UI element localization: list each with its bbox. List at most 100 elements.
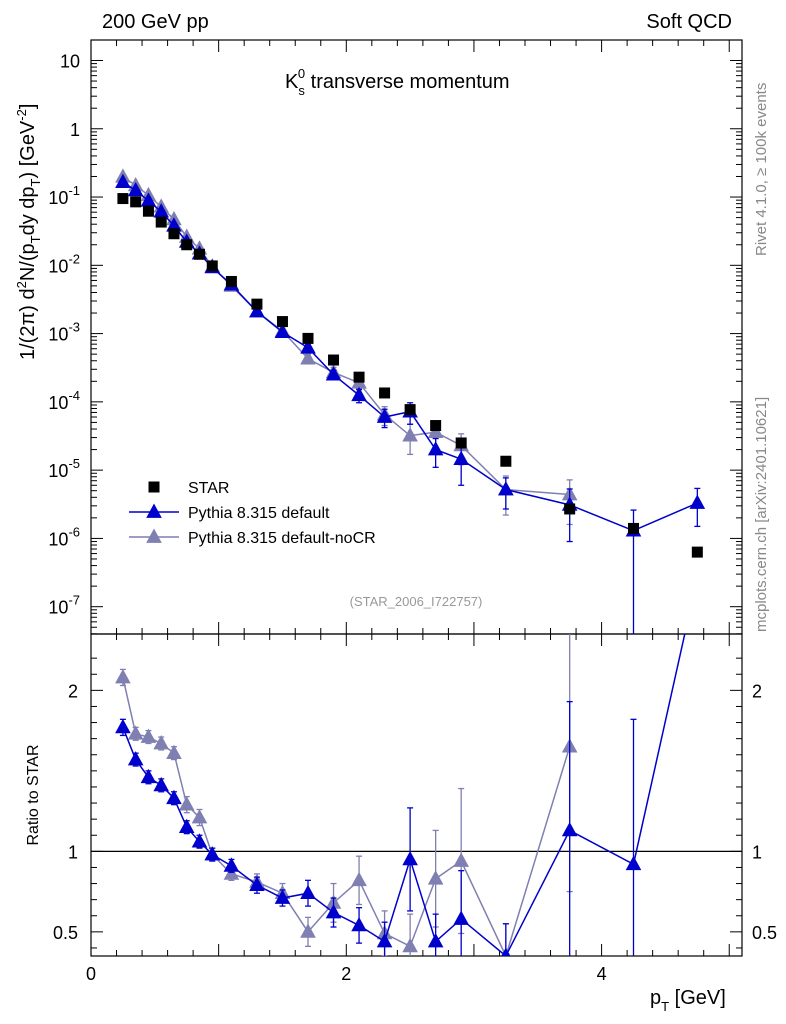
ratio-y-tick-label-right: 0.5 xyxy=(752,923,777,943)
y-tick-label: 10-4 xyxy=(48,388,80,413)
main-star-point xyxy=(225,275,237,287)
ratio-default-point xyxy=(115,718,131,734)
data-layer xyxy=(115,168,706,956)
main-nocr-point xyxy=(402,427,418,442)
main-star-group xyxy=(117,193,703,558)
ratio-default-point xyxy=(223,857,240,872)
main-default-point xyxy=(115,173,131,189)
side-version-label: Rivet 4.1.0, ≥ 100k events xyxy=(753,83,770,256)
ratio-default-point xyxy=(351,916,367,932)
main-default-point xyxy=(274,323,291,338)
ratio-nocr-point xyxy=(351,871,367,887)
ratio-default-point xyxy=(561,821,578,837)
main-default-point xyxy=(140,192,157,207)
main-star-point xyxy=(142,205,154,217)
ratio-frame xyxy=(90,633,743,957)
ratio-default-group xyxy=(115,634,686,956)
ratio-nocr-point xyxy=(402,937,418,953)
frames: 10 1 10-1 10-2 10-3 10-4 10-5 10-6 10-7 0 2 4 0.5 0.5… xyxy=(48,39,777,984)
ratio-nocr-group xyxy=(115,634,578,956)
ratio-nocr-point xyxy=(300,923,316,938)
legend-marker xyxy=(146,503,162,518)
main-star-point xyxy=(117,193,129,205)
legend-marker xyxy=(146,528,162,543)
main-nocr-line xyxy=(122,176,570,496)
ratio-default-point xyxy=(625,855,642,871)
main-star-point xyxy=(155,216,167,228)
x-tick-label: 4 xyxy=(597,964,607,984)
legend-label: Pythia 8.315 default xyxy=(188,505,330,522)
ratio-y-axis-label: Ratio to STAR xyxy=(25,744,42,845)
main-star-point xyxy=(251,298,263,310)
ratio-default-line xyxy=(122,634,686,956)
legend: STAR Pythia 8.315 default Pythia 8.315 def… xyxy=(129,480,376,547)
main-default-point xyxy=(127,181,144,197)
header-left: 200 GeV pp xyxy=(102,11,209,33)
ratio-default-point xyxy=(300,884,316,900)
main-star-point xyxy=(500,455,512,467)
legend-label: Pythia 8.315 default-noCR xyxy=(188,530,376,547)
ratio-default-point xyxy=(453,910,469,925)
main-default-point xyxy=(153,203,170,218)
ratio-default-point xyxy=(166,789,182,805)
main-star-point xyxy=(194,248,205,260)
main-star-point xyxy=(353,371,365,383)
x-tick-label: 0 xyxy=(86,964,96,984)
analysis-label: (STAR_2006_I722757) xyxy=(350,594,483,609)
legend-marker xyxy=(148,481,160,493)
ratio-nocr-point xyxy=(191,809,208,824)
ratio-default-point xyxy=(127,751,144,766)
main-star-point xyxy=(130,196,142,208)
ratio-default-point xyxy=(204,846,221,861)
main-star-point xyxy=(276,316,288,328)
main-default-point xyxy=(427,441,444,456)
ratio-nocr-point xyxy=(115,669,131,684)
main-star-point xyxy=(181,239,193,251)
main-star-point xyxy=(404,404,416,416)
main-default-point xyxy=(249,303,265,318)
ratio-default-point xyxy=(376,933,393,948)
y-tick-label: 10-2 xyxy=(48,251,80,276)
main-star-point xyxy=(628,522,639,534)
main-star-point xyxy=(691,546,703,558)
ratio-nocr-point xyxy=(453,852,469,867)
ratio-default-point xyxy=(178,818,195,834)
main-default-point xyxy=(689,494,706,509)
ratio-default-point xyxy=(427,933,444,948)
header-right: Soft QCD xyxy=(646,11,732,33)
main-star-point xyxy=(302,332,314,344)
ratio-y-tick-label-left: 2 xyxy=(68,681,78,701)
y-tick-label: 10-3 xyxy=(48,320,80,345)
ratio-nocr-point xyxy=(166,744,182,759)
main-nocr-group xyxy=(115,168,578,526)
ratio-nocr-point xyxy=(178,796,195,811)
y-tick-label: 10-7 xyxy=(48,593,80,618)
ratio-default-point xyxy=(501,947,511,956)
x-axis-label: pT [GeV] xyxy=(650,987,726,1014)
ratio-default-point xyxy=(325,904,342,919)
ratio-nocr-point xyxy=(427,870,444,885)
ratio-default-point xyxy=(249,876,265,892)
main-star-point xyxy=(379,387,391,399)
main-default-point xyxy=(325,366,342,381)
main-star-point xyxy=(430,420,442,432)
main-nocr-point xyxy=(300,350,316,365)
main-star-point xyxy=(328,354,340,366)
ratio-default-point xyxy=(191,833,208,848)
ratio-y-tick-label-right: 2 xyxy=(752,681,762,701)
ratio-y-tick-label-left: 1 xyxy=(68,842,78,862)
main-star-point xyxy=(564,503,576,515)
y-tick-label: 10 xyxy=(60,51,80,71)
y-tick-label: 1 xyxy=(70,120,80,140)
ratio-nocr-line xyxy=(122,677,571,956)
main-default-point xyxy=(376,408,393,423)
y-tick-label: 10-5 xyxy=(48,456,80,481)
main-star-point xyxy=(206,260,218,272)
ratio-default-point xyxy=(402,850,418,866)
y-tick-label: 10-6 xyxy=(48,524,80,549)
ratio-nocr-point xyxy=(140,728,157,743)
main-default-point xyxy=(166,217,182,232)
main-star-point xyxy=(455,437,467,449)
ratio-nocr-point xyxy=(153,735,170,750)
